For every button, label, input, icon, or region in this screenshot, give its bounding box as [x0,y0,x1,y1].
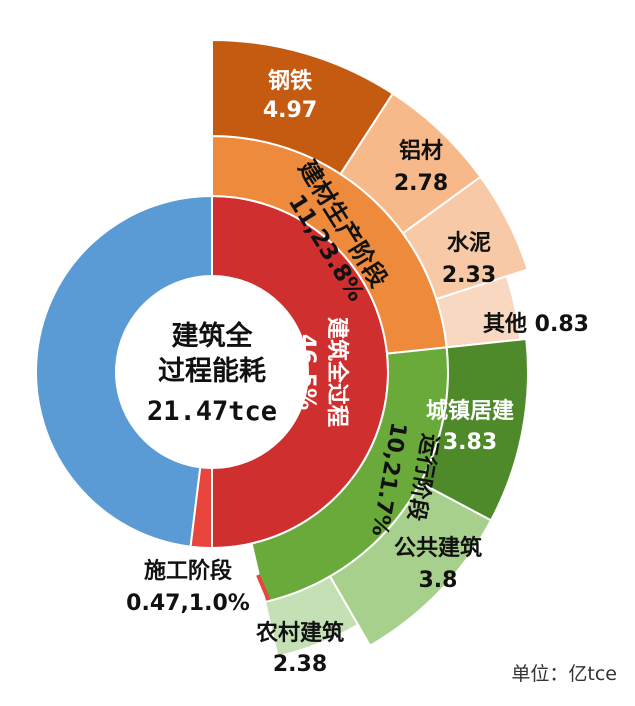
public-label: 公共建筑 [394,535,482,561]
steel-value: 4.97 [263,98,317,123]
rural-value: 2.38 [273,652,327,677]
center-line-3: 21.47tce [147,396,277,427]
cement-label: 水泥 [447,231,491,256]
aluminum-label: 铝材 [399,138,443,164]
construction-stage-sliver [189,466,213,550]
urban-value: 3.83 [443,430,497,455]
inner-label: 建筑全过程 [324,317,350,427]
other-label: 其他 0.83 [483,312,589,337]
construction-label: 施工阶段 [144,558,232,584]
cement-value: 2.33 [442,263,496,288]
aluminum-value: 2.78 [394,171,448,196]
center-line-1: 建筑全 [172,320,254,352]
unit-label: 单位：亿tce [511,663,617,685]
inner-value: 46.5% [294,334,319,410]
rural-label: 农村建筑 [255,620,344,646]
steel-label: 钢铁 [268,68,312,94]
center-line-2: 过程能耗 [158,355,266,387]
inner-ring-construction-segment [35,194,213,548]
outer-ring-rural-segment [263,575,360,658]
public-value: 3.8 [419,568,458,593]
construction-value: 0.47,1.0% [126,591,250,616]
urban-label: 城镇居建 [426,398,514,424]
